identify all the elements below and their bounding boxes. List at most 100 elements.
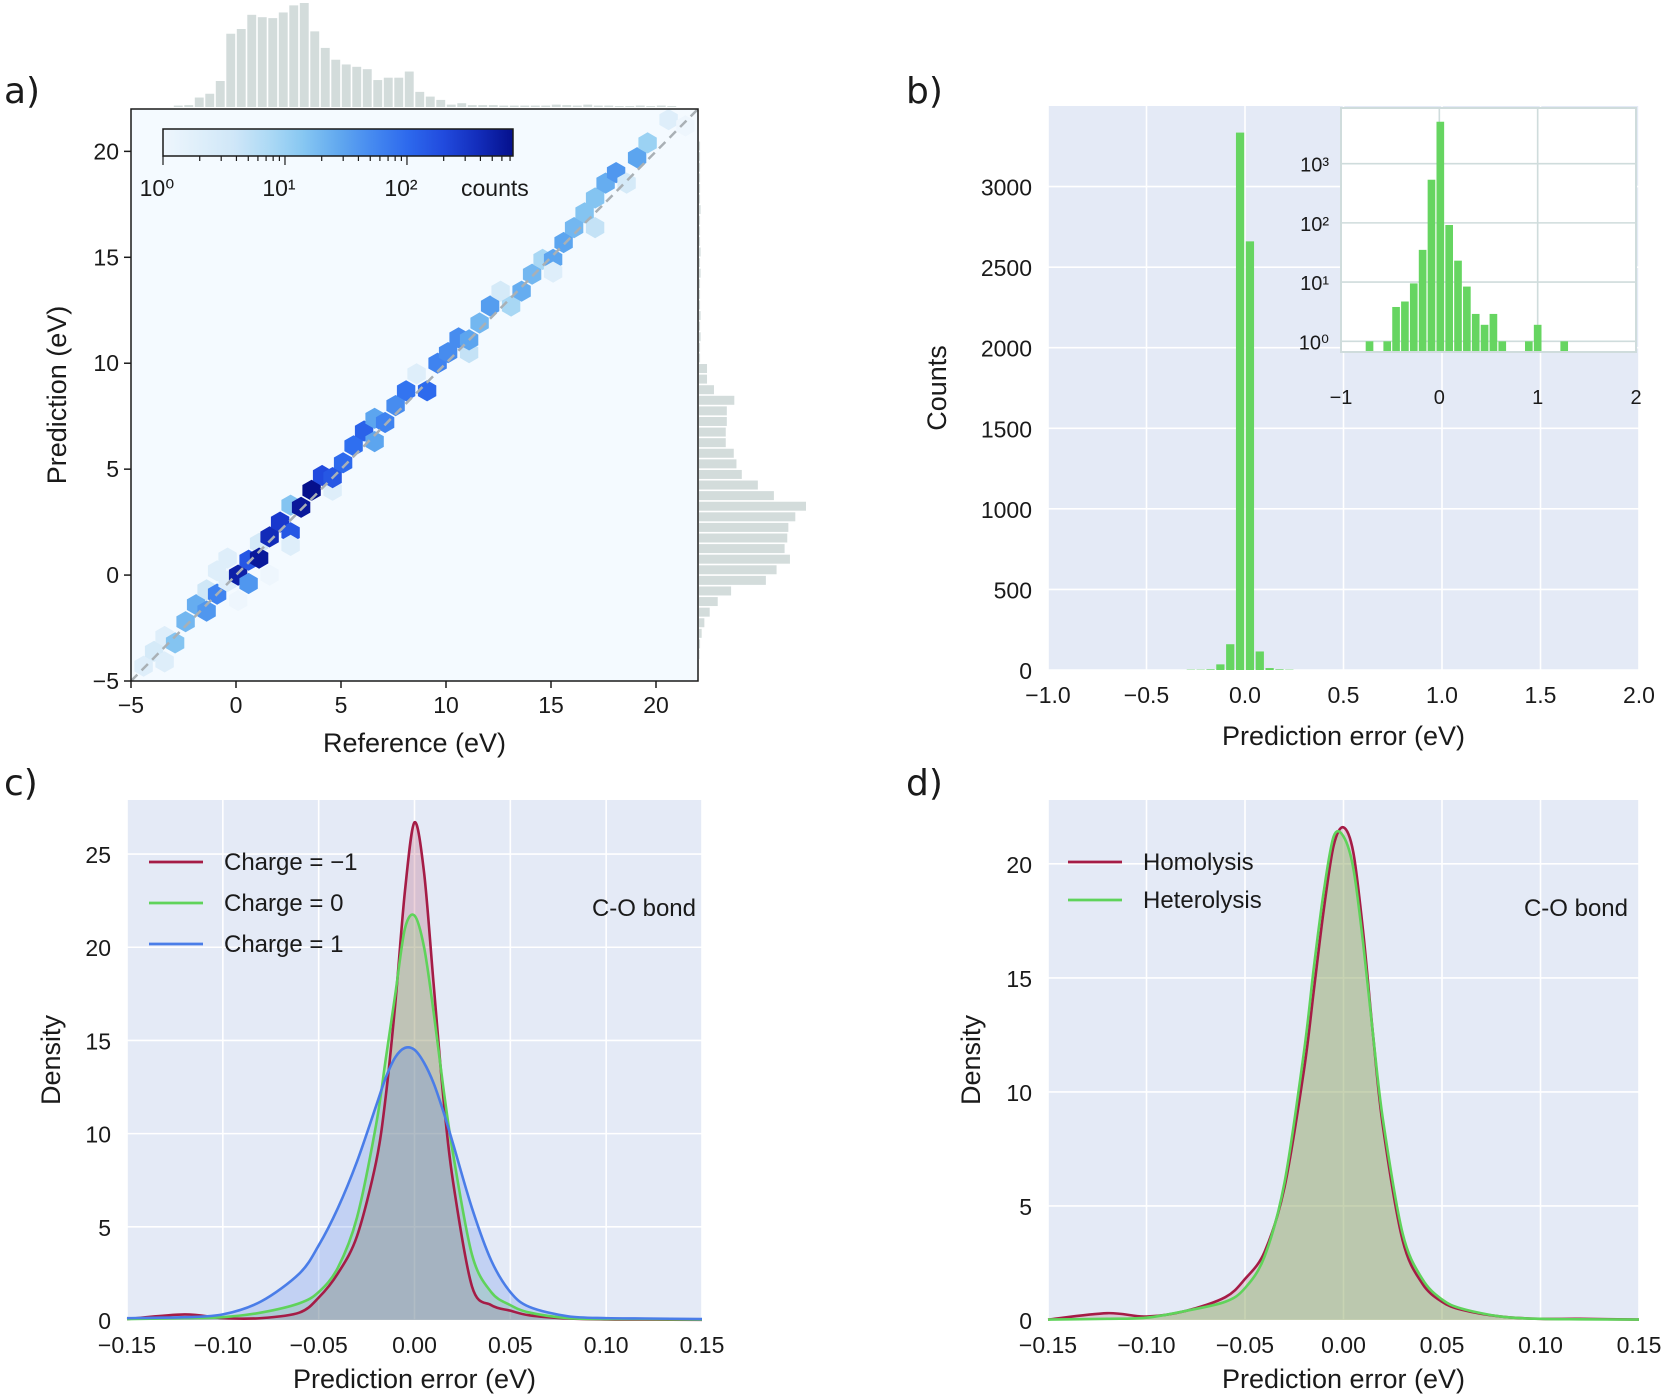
inset-hist-bar <box>1471 313 1480 352</box>
marginal-x-bar <box>341 64 351 107</box>
y-tick-label: 5 <box>106 456 119 482</box>
marginal-x-bar <box>488 105 498 107</box>
kde-fill-0 <box>1048 827 1639 1320</box>
marginal-y-bar <box>699 544 785 554</box>
x-tick-label: 0 <box>230 692 243 718</box>
hex-cell <box>333 452 353 474</box>
marginal-x-bar <box>173 105 183 107</box>
inset-x-tick-label: −1 <box>1330 387 1353 409</box>
hex-cell <box>585 217 605 239</box>
marginal-y-bar <box>699 469 742 479</box>
panel-a-hexbin: −5 0 5 10 15 20 −5 0 5 10 15 20 Reference (eV) Predic… <box>42 3 806 758</box>
marginal-x-bar <box>667 106 677 107</box>
marginal-x-bar <box>509 105 519 107</box>
marginal-y-bar <box>699 575 766 585</box>
marginal-x-bar <box>457 103 467 107</box>
panel-c-density: −0.15 −0.10 −0.05 0.00 0.05 0.10 0.15 0 5 10 15 20 2… <box>36 800 724 1394</box>
y-tick-label: 0 <box>1019 658 1032 684</box>
hex-cell <box>659 109 678 131</box>
marginal-y-bar <box>699 501 806 511</box>
marginal-y-bar <box>699 215 701 225</box>
hex-cell <box>491 280 510 302</box>
y-tick-label: 15 <box>1006 966 1032 992</box>
x-tick-label: 0.00 <box>392 1332 437 1358</box>
x-tick-label: 0.05 <box>1420 1332 1465 1358</box>
x-tick-label: 15 <box>538 692 564 718</box>
marginal-y-bar <box>699 353 701 363</box>
x-tick-label: −0.15 <box>98 1332 156 1358</box>
marginal-x-bar <box>383 77 393 107</box>
marginal-x-bar <box>226 33 236 107</box>
inset-hist-bar <box>1401 301 1409 352</box>
y-tick-label: 15 <box>85 1028 111 1054</box>
x-axis-label: Prediction error (eV) <box>1222 1364 1465 1394</box>
legend-label: Charge = 0 <box>224 890 343 917</box>
legend: Homolysis Heterolysis <box>1068 849 1262 914</box>
marginal-x-bar <box>562 105 572 107</box>
hex-cell <box>564 217 584 239</box>
marginal-y-bar <box>699 194 701 204</box>
hist-bar <box>1255 651 1264 670</box>
marginal-y-bar <box>699 395 735 405</box>
marginal-x-bar <box>362 69 372 107</box>
inset-x-tick-label: 1 <box>1532 387 1543 409</box>
x-axis-label: Prediction error (eV) <box>293 1364 536 1394</box>
inset-y-tick-label: 10³ <box>1300 155 1329 177</box>
kde-line-1 <box>126 913 703 1321</box>
marginal-x-bar <box>425 96 435 107</box>
colorbar-tick-label: 10¹ <box>262 175 296 201</box>
hex-cell <box>155 651 174 673</box>
hex-cell <box>260 564 279 586</box>
kde-fill-2 <box>127 1047 702 1320</box>
inset-x-tick-label: 2 <box>1630 387 1641 409</box>
marginal-y-bar <box>699 607 710 617</box>
hex-cell <box>291 496 311 518</box>
y-tick-label: 10 <box>93 350 119 376</box>
hist-bar <box>1226 644 1235 670</box>
x-tick-label: −0.15 <box>1019 1332 1077 1358</box>
marginal-x-bar <box>520 105 530 107</box>
y-tick-label: −5 <box>93 668 119 694</box>
marginal-y-bar <box>699 586 732 596</box>
inset-hist-bar <box>1427 179 1436 352</box>
y-axis-label: Density <box>36 1014 66 1105</box>
y-tick-label: 2000 <box>981 336 1032 362</box>
hex-cell <box>218 547 237 569</box>
inset-y-tick-label: 10¹ <box>1300 273 1329 295</box>
marginal-x-bar <box>404 71 414 107</box>
x-tick-label: 0.15 <box>1617 1332 1662 1358</box>
hist-bar <box>1275 669 1284 670</box>
marginal-x-bar <box>289 5 299 107</box>
y-tick-label: 5 <box>98 1215 111 1241</box>
marginal-y-bar <box>699 226 701 236</box>
y-tick-label: 10 <box>85 1122 111 1148</box>
marginal-y-bar <box>699 141 701 151</box>
inset-hist-bar <box>1436 121 1445 352</box>
marginal-x-bar <box>331 59 341 107</box>
inset-hist-bar <box>1463 286 1471 352</box>
inset-hist-bar <box>1533 324 1542 352</box>
inset-hist-bar <box>1454 260 1462 352</box>
legend-label: Homolysis <box>1143 849 1254 876</box>
marginal-x-bar <box>541 105 551 107</box>
colorbar <box>162 128 514 157</box>
panel-label-a: a) <box>4 71 40 112</box>
hex-cell <box>281 534 300 556</box>
marginal-y-bar <box>699 385 714 395</box>
hex-cell <box>501 295 521 317</box>
hex-cell <box>134 655 153 677</box>
marginal-y-bar <box>699 173 701 183</box>
y-axis-label: Prediction (eV) <box>42 306 72 485</box>
hex-cell <box>228 589 248 612</box>
marginal-x-bar <box>625 106 635 107</box>
hex-cell <box>375 411 395 434</box>
inset-hist-bar <box>1409 283 1418 352</box>
inset-hist-bar <box>1524 341 1533 352</box>
panel-label-d: d) <box>906 763 943 804</box>
hex-cell <box>512 280 531 302</box>
marginal-x-bar <box>530 105 540 107</box>
marginal-x-bar <box>268 18 278 107</box>
hex-cell <box>470 312 489 334</box>
marginal-y-bar <box>699 183 701 193</box>
legend-label: Heterolysis <box>1143 887 1262 914</box>
